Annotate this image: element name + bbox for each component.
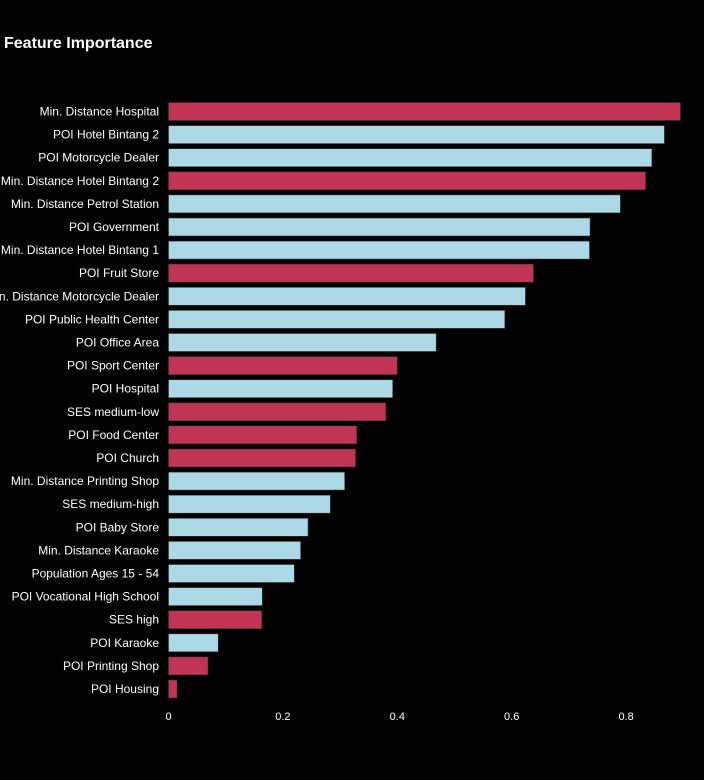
bar [168,471,345,491]
x-axis-ticks: 0 0.2 0.4 0.6 0.8 [165,711,633,723]
bar [168,356,398,375]
category-label: Min. Distance Printing Shop [11,474,159,488]
category-label: POI Sport Center [67,359,159,373]
category-label: Min. Distance Hospital [40,105,159,119]
bar [168,194,621,214]
x-tick-label: 0.4 [390,711,405,723]
bar [168,379,394,399]
category-label: Population Ages 15 - 54 [32,567,160,581]
bar [168,171,646,191]
bar [168,286,526,306]
bar [168,541,301,560]
category-label: POI Karaoke [90,636,159,650]
bar [168,610,263,630]
bar [168,217,591,237]
bar [168,125,665,144]
category-label: SES medium-high [62,497,159,511]
category-label: POI Fruit Store [79,266,159,280]
bar [168,148,653,167]
x-tick-label: 0.8 [618,711,633,723]
category-label: POI Hospital [92,382,159,396]
category-label: POI Government [69,220,160,234]
bar [168,564,295,583]
bar [168,656,209,676]
bar [168,310,506,329]
category-label: POI Printing Shop [63,659,159,673]
bar [168,263,534,283]
bar [168,494,331,514]
bar [168,102,681,121]
category-label: POI Vocational High School [12,590,159,604]
category-labels: Min. Distance Hospital POI Hotel Bintang … [0,105,160,697]
category-label: POI Office Area [76,336,159,350]
bar [168,240,590,260]
x-tick-label: 0.2 [275,711,290,723]
category-label: POI Motorcycle Dealer [38,151,159,165]
bar [168,517,309,537]
bar [168,633,219,653]
bar [168,679,178,699]
bars-layer [168,102,681,699]
category-label: POI Food Center [68,428,159,442]
category-label: Min. Distance Petrol Station [11,197,159,211]
category-label: POI Church [96,451,159,465]
bar [168,425,357,445]
category-label: POI Hotel Bintang 2 [53,128,159,142]
category-label: POI Public Health Center [25,312,159,326]
chart-title: Feature Importance [4,35,153,52]
category-label: SES medium-low [67,405,159,419]
x-tick-label: 0.6 [504,711,519,723]
category-label: Min. Distance Hotel Bintang 2 [1,174,159,188]
bar [168,402,387,422]
bar [168,587,263,606]
category-label: Min. Distance Karaoke [38,543,159,557]
bar [168,448,356,468]
category-label: SES high [109,613,159,627]
category-label: Min. Distance Hotel Bintang 1 [1,243,159,257]
bar [168,333,437,352]
category-label: Min. Distance Motorcycle Dealer [0,289,159,303]
x-tick-label: 0 [165,711,171,723]
category-label: POI Baby Store [76,520,160,534]
category-label: POI Housing [91,682,159,696]
